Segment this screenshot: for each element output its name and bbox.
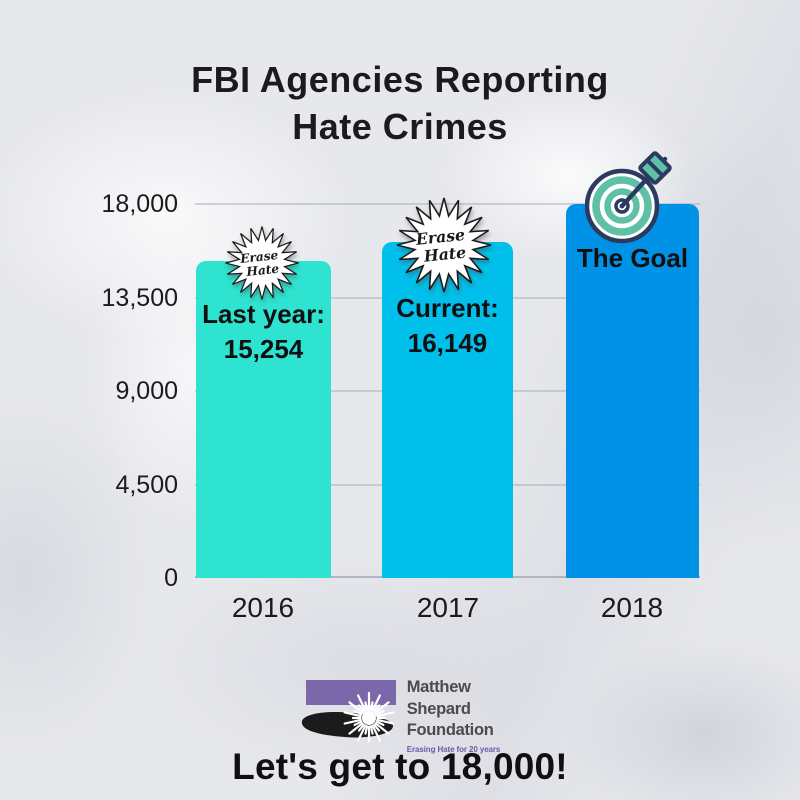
bar-2018: The Goal: [566, 204, 699, 578]
bar-2016: Last year: 15,254: [196, 261, 331, 578]
bar-label-line: Current:: [396, 293, 499, 323]
bar-chart-plot-area: Last year: 15,254 Current: 16,149 The Go…: [195, 203, 700, 578]
bar-value: 15,254: [223, 334, 304, 364]
y-axis-tick-label: 13,500: [101, 283, 178, 312]
logo-sunburst-rays: [343, 691, 395, 742]
y-axis-tick-label: 0: [164, 564, 178, 592]
logo-sunburst-center: [361, 711, 376, 725]
logo-name-line2: Shepard: [406, 699, 471, 718]
badge-text-line1: Erase: [239, 248, 280, 266]
logo-name-line3: Foundation: [406, 721, 494, 739]
y-axis: 18,000 13,500 9,000 4,500 0: [0, 191, 178, 591]
chart-title-line1: FBI Agencies Reporting: [191, 59, 609, 100]
bar-2017: Current: 16,149: [382, 242, 513, 578]
starburst-icon: [396, 197, 492, 293]
gridline: [195, 203, 700, 205]
bar-2018-label: The Goal: [566, 204, 699, 276]
erase-hate-badge-2017: Erase Hate: [396, 197, 492, 293]
msf-logo: Matthew Shepard Foundation Erasing Hate …: [0, 674, 800, 754]
bar-value: 16,149: [407, 328, 488, 358]
bar-2016-label: Last year: 15,254: [196, 261, 331, 367]
erase-hate-badge-2016: Erase Hate: [225, 226, 299, 300]
bar-label-line: Last year:: [202, 299, 325, 329]
logo-tagline: Erasing Hate for 20 years: [406, 744, 501, 754]
chart-title-line2: Hate Crimes: [292, 106, 508, 147]
y-axis-tick-label: 18,000: [101, 190, 178, 218]
svg-text:Erase Hate: Erase Hate: [239, 248, 285, 280]
x-axis-label-2018: 2018: [600, 592, 664, 623]
msf-logo-wordmark: Matthew Shepard Foundation Erasing Hate …: [407, 677, 501, 754]
msf-logo-mark: [301, 680, 396, 742]
badge-text-line2: Hate: [245, 262, 280, 279]
logo-purple-banner: [305, 680, 396, 705]
y-axis-tick-label: 4,500: [115, 470, 178, 499]
dart-arrow-icon: [619, 151, 672, 209]
starburst-icon: [225, 226, 299, 300]
logo-name-line1: Matthew: [406, 678, 471, 696]
call-to-action-text: Let's get to 18,000!: [232, 746, 568, 787]
chart-title: FBI Agencies Reporting Hate Crimes: [0, 56, 800, 150]
bar-2017-label: Current: 16,149: [382, 242, 513, 361]
bar-label-line: The Goal: [576, 243, 689, 273]
y-axis-tick-label: 9,000: [115, 377, 178, 405]
x-axis-label-2016: 2016: [231, 592, 295, 623]
svg-text:Erase Hate: Erase Hate: [414, 224, 473, 266]
badge-text-line2: Hate: [422, 242, 467, 265]
goal-target-icon: [585, 151, 672, 244]
x-axis-label-2017: 2017: [416, 592, 480, 623]
